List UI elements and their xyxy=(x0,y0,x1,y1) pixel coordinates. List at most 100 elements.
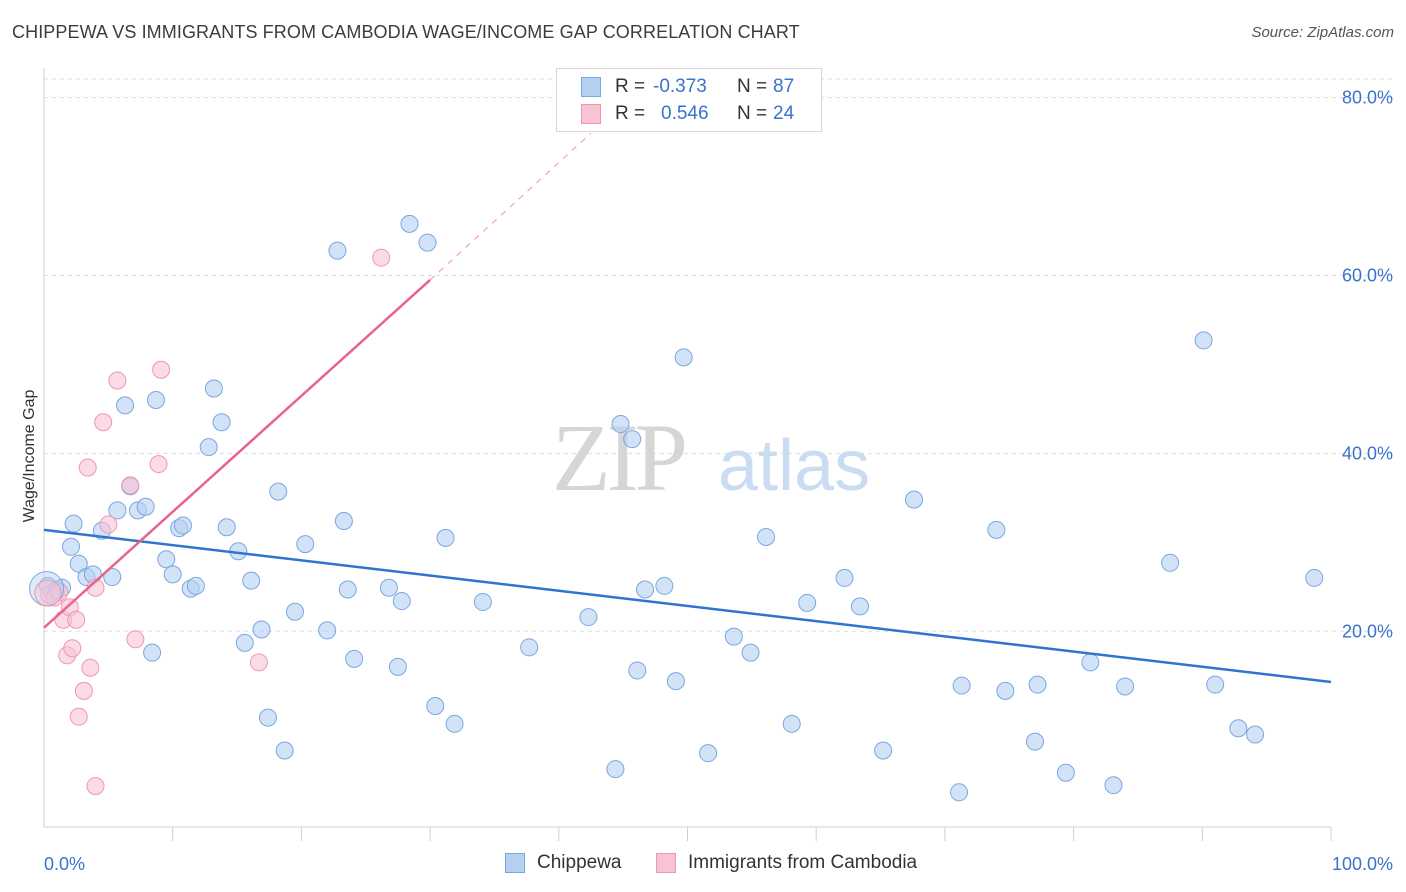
point-chippewa xyxy=(426,697,445,716)
point-chippewa xyxy=(108,501,127,520)
point-chippewa xyxy=(103,568,122,587)
point-chippewa xyxy=(199,438,218,457)
point-cambodia xyxy=(249,653,268,672)
series-legend: Chippewa Immigrants from Cambodia xyxy=(0,852,1406,876)
point-chippewa xyxy=(204,379,223,398)
point-cambodia xyxy=(81,658,100,677)
point-chippewa xyxy=(235,633,254,652)
point-cambodia xyxy=(69,707,88,726)
correlation-legend: R = -0.373 N = 87 R = 0.546 N = 24 xyxy=(556,68,822,132)
legend-row-chippewa: R = -0.373 N = 87 xyxy=(581,75,794,99)
data-points xyxy=(29,214,1324,802)
point-chippewa xyxy=(579,608,598,627)
point-chippewa xyxy=(334,512,353,530)
point-chippewa xyxy=(345,649,364,668)
trend-line-cambodia-extension xyxy=(429,132,592,281)
point-chippewa xyxy=(905,490,924,509)
legend-label-chippewa: Chippewa xyxy=(537,852,622,873)
point-chippewa xyxy=(628,661,647,680)
point-chippewa xyxy=(1194,331,1213,350)
watermark-atlas: atlas xyxy=(718,426,870,506)
point-chippewa xyxy=(1229,719,1248,738)
watermark: ZIP atlas xyxy=(552,404,870,511)
cambodia-swatch xyxy=(581,104,601,124)
point-chippewa xyxy=(146,391,165,410)
point-chippewa xyxy=(69,554,88,573)
point-chippewa xyxy=(674,348,693,367)
point-chippewa xyxy=(724,627,743,646)
r-label: R = xyxy=(615,76,646,97)
legend-item-chippewa: Chippewa xyxy=(505,852,622,874)
axes xyxy=(43,68,1332,841)
point-chippewa xyxy=(1161,553,1180,572)
point-chippewa xyxy=(1104,776,1123,795)
point-chippewa xyxy=(186,576,205,595)
r-value: 0.546 xyxy=(661,103,709,124)
point-chippewa xyxy=(1028,675,1047,694)
trend-line-cambodia xyxy=(43,279,431,629)
point-chippewa xyxy=(636,580,655,599)
trend-line-chippewa xyxy=(43,528,1332,684)
x-tick-label-min: 0.0% xyxy=(44,854,85,874)
point-chippewa xyxy=(655,576,674,595)
point-cambodia xyxy=(99,515,118,534)
y-tick-label: 40.0% xyxy=(1342,443,1393,463)
point-cambodia xyxy=(149,455,168,474)
y-tick-label: 60.0% xyxy=(1342,265,1393,285)
point-cambodia xyxy=(86,777,105,796)
legend-row-cambodia: R = 0.546 N = 24 xyxy=(581,102,794,126)
point-chippewa xyxy=(445,714,464,733)
r-label: R = xyxy=(615,103,646,124)
point-chippewa xyxy=(666,672,685,691)
point-chippewa xyxy=(473,592,492,611)
point-cambodia xyxy=(78,458,97,477)
point-chippewa xyxy=(835,568,854,587)
point-chippewa xyxy=(757,528,776,547)
point-chippewa xyxy=(520,638,539,657)
point-chippewa xyxy=(212,413,231,432)
point-chippewa xyxy=(392,592,411,611)
point-chippewa xyxy=(116,396,135,415)
point-chippewa xyxy=(741,643,760,662)
point-chippewa xyxy=(143,643,162,662)
point-chippewa xyxy=(623,430,642,449)
point-cluster-cambodia xyxy=(34,579,62,607)
point-chippewa xyxy=(400,214,419,233)
point-chippewa xyxy=(62,537,81,556)
point-cambodia xyxy=(126,630,145,649)
point-chippewa xyxy=(1081,653,1100,672)
point-cambodia xyxy=(152,360,171,379)
point-chippewa xyxy=(296,535,315,554)
chart-title: CHIPPEWA VS IMMIGRANTS FROM CAMBODIA WAG… xyxy=(12,22,800,42)
point-chippewa xyxy=(1206,675,1225,694)
y-axis-label: Wage/Income Gap xyxy=(21,390,38,523)
y-tick-label: 80.0% xyxy=(1342,88,1393,108)
point-chippewa xyxy=(328,241,347,260)
source-label: Source: ZipAtlas.com xyxy=(1251,24,1394,41)
n-value: 24 xyxy=(773,103,795,124)
point-chippewa xyxy=(173,516,192,535)
point-cambodia xyxy=(63,639,82,658)
chippewa-swatch xyxy=(581,77,601,97)
n-value: 87 xyxy=(773,76,795,97)
point-chippewa xyxy=(388,657,407,676)
point-chippewa xyxy=(996,681,1015,700)
point-chippewa xyxy=(987,520,1006,539)
point-chippewa xyxy=(258,708,277,727)
point-cambodia xyxy=(94,413,113,432)
point-chippewa xyxy=(1116,677,1135,696)
point-chippewa xyxy=(699,744,718,763)
point-chippewa xyxy=(379,578,398,597)
point-chippewa xyxy=(136,497,155,516)
point-cambodia xyxy=(108,371,127,390)
point-chippewa xyxy=(952,676,971,695)
point-cambodia xyxy=(372,248,391,267)
point-chippewa xyxy=(217,518,236,537)
point-chippewa xyxy=(285,602,304,621)
point-cambodia xyxy=(67,610,86,629)
n-label: N = xyxy=(737,103,768,124)
y-tick-labels: 20.0% 40.0% 60.0% 80.0% xyxy=(1342,88,1393,642)
point-chippewa xyxy=(242,571,261,590)
x-tick-label-max: 100.0% xyxy=(1332,854,1393,874)
point-chippewa xyxy=(418,233,437,252)
